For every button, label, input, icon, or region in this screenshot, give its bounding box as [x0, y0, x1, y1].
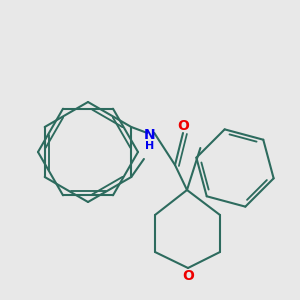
- Text: O: O: [177, 119, 189, 133]
- Text: O: O: [182, 269, 194, 283]
- Text: N: N: [143, 128, 155, 142]
- Text: H: H: [145, 141, 154, 151]
